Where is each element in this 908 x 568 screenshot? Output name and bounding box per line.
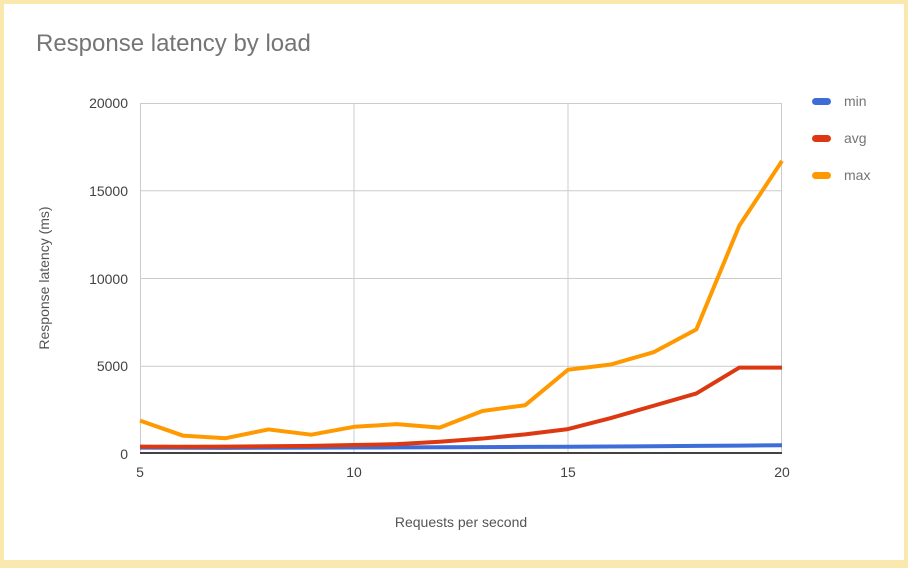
line-chart-canvas[interactable] <box>139 103 784 454</box>
legend: min avg max <box>812 94 902 205</box>
legend-label-max: max <box>844 167 871 183</box>
legend-item-avg: avg <box>812 131 902 145</box>
y-tick-label: 10000 <box>89 270 128 287</box>
legend-item-min: min <box>812 94 902 108</box>
legend-label-min: min <box>844 93 867 109</box>
x-tick-label: 5 <box>136 464 144 480</box>
series-line-max[interactable] <box>139 159 784 441</box>
legend-swatch-max <box>812 171 831 179</box>
legend-swatch-avg <box>812 134 831 142</box>
x-tick-label: 20 <box>774 464 790 480</box>
legend-item-max: max <box>812 168 902 182</box>
x-tick-label: 10 <box>346 464 362 480</box>
y-tick-label: 20000 <box>89 95 128 111</box>
legend-swatch-min <box>812 97 831 105</box>
plot-area[interactable] <box>139 103 784 454</box>
y-tick-label: 0 <box>120 446 128 462</box>
series-line-avg[interactable] <box>139 365 782 449</box>
y-tick-label: 5000 <box>96 358 128 375</box>
y-tick-label: 15000 <box>89 182 128 199</box>
chart-title: Response latency by load <box>36 30 311 57</box>
legend-label-avg: avg <box>844 130 867 146</box>
x-tick-label: 15 <box>560 464 576 480</box>
x-axis-title: Requests per second <box>394 514 528 530</box>
